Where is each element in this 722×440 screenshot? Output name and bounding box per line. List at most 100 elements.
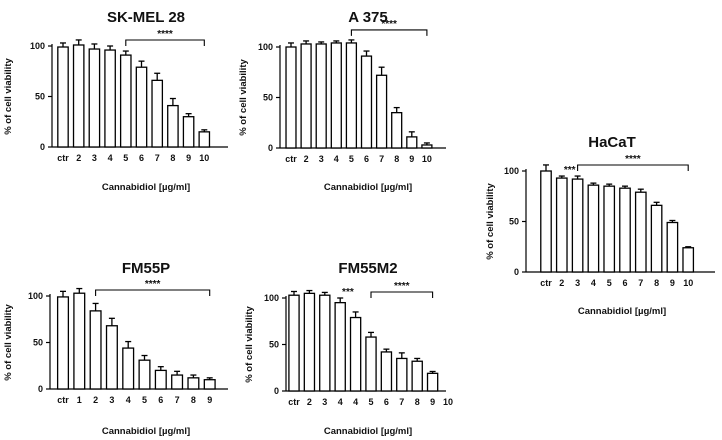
x-tick-label: ctr: [288, 397, 300, 407]
significance-label: ****: [157, 29, 173, 40]
x-tick-label: 8: [191, 395, 196, 405]
y-axis-label: % of cell viability: [244, 306, 255, 383]
bar: [171, 374, 184, 390]
x-axis-label: Cannabidiol [µg/ml]: [324, 426, 412, 437]
bar: [167, 104, 179, 148]
x-tick-label: 8: [170, 153, 175, 163]
x-tick-label: 5: [142, 395, 147, 405]
x-tick-label: 5: [607, 278, 612, 288]
x-tick-label: 2: [93, 395, 98, 405]
y-tick-label: 50: [35, 92, 45, 102]
x-axis-label: Cannabidiol [µg/ml]: [102, 182, 190, 193]
y-tick-label: 100: [28, 291, 43, 301]
x-tick-label: 2: [559, 278, 564, 288]
x-tick-label: 3: [319, 154, 324, 164]
significance-bracket: [95, 289, 211, 296]
x-axis-label: Cannabidiol [µg/ml]: [324, 182, 412, 193]
x-tick-label: 4: [591, 278, 596, 288]
y-tick-label: 0: [40, 142, 45, 152]
y-axis-label: % of cell viability: [3, 58, 14, 135]
bar: [330, 42, 342, 149]
bar: [634, 191, 647, 273]
bar: [391, 112, 403, 149]
y-tick-label: 0: [268, 143, 273, 153]
significance-bracket: [350, 29, 428, 36]
chart-title: HaCaT: [588, 134, 636, 151]
bar: [650, 204, 663, 273]
x-tick-label: 6: [158, 395, 163, 405]
x-tick-label: 7: [379, 154, 384, 164]
y-tick-label: 50: [269, 340, 279, 350]
bar: [411, 360, 423, 392]
bar: [365, 336, 377, 392]
y-tick-label: 100: [258, 42, 273, 52]
bar: [334, 301, 346, 392]
bar: [288, 294, 300, 392]
x-tick-label: 4: [353, 397, 358, 407]
y-tick-label: 100: [504, 166, 519, 176]
bar: [104, 49, 116, 148]
bar: [198, 131, 211, 148]
bar: [571, 178, 584, 273]
bar: [57, 46, 69, 148]
bar: [303, 292, 316, 392]
bar: [619, 187, 631, 273]
significance-bracket: [577, 164, 689, 171]
bar: [319, 294, 331, 392]
x-tick-label: 4: [334, 154, 339, 164]
significance-label: ****: [394, 281, 410, 292]
x-axis-label: Cannabidiol [µg/ml]: [102, 426, 190, 437]
x-tick-label: 3: [575, 278, 580, 288]
x-tick-label: 8: [654, 278, 659, 288]
x-tick-label: 3: [322, 397, 327, 407]
x-tick-label: 6: [622, 278, 627, 288]
y-tick-label: 100: [264, 293, 279, 303]
bar: [396, 357, 408, 392]
x-tick-label: 3: [92, 153, 97, 163]
bar: [682, 247, 695, 273]
x-tick-label: 6: [384, 397, 389, 407]
y-tick-label: 0: [274, 386, 279, 396]
chart-panel-2: A 375 % of cell viability 0 50 100 ctr 2 3 4 5 6 7 8…: [238, 9, 446, 193]
y-tick-label: 50: [263, 93, 273, 103]
y-tick-label: 50: [33, 338, 43, 348]
x-tick-label: 3: [109, 395, 114, 405]
bar: [122, 347, 135, 390]
y-tick-label: 0: [514, 267, 519, 277]
x-tick-label: 5: [349, 154, 354, 164]
y-tick-label: 50: [509, 217, 519, 227]
bar: [88, 48, 101, 148]
x-tick-label: 4: [338, 397, 343, 407]
y-axis-label: % of cell viability: [238, 59, 249, 136]
bar: [375, 74, 388, 149]
bar: [105, 325, 118, 390]
significance-label: ****: [625, 154, 641, 165]
bar: [89, 310, 102, 390]
x-tick-label: 10: [443, 397, 453, 407]
x-tick-label: 2: [76, 153, 81, 163]
y-axis-label: % of cell viability: [3, 304, 14, 381]
x-tick-label: 9: [207, 395, 212, 405]
bar: [182, 116, 195, 148]
x-tick-label: 2: [307, 397, 312, 407]
bar: [540, 170, 552, 273]
chart-title: FM55M2: [338, 260, 397, 277]
x-tick-label: 4: [126, 395, 131, 405]
bar: [603, 185, 616, 273]
bar: [187, 377, 200, 390]
chart-panel-1: SK-MEL 28 % of cell viability 0 50 100 ctr 2 3 4…: [3, 9, 228, 193]
y-tick-label: 100: [30, 41, 45, 51]
bar: [154, 369, 167, 390]
bar: [421, 144, 433, 149]
x-tick-label: 2: [304, 154, 309, 164]
bar: [555, 177, 568, 273]
x-tick-label: ctr: [57, 153, 69, 163]
significance-bracket: [125, 39, 205, 46]
chart-panel-3: HaCaT % of cell viability 0 50 100 ctr 2 3 4 5 6 7 8…: [485, 134, 715, 317]
x-tick-label: 5: [368, 397, 373, 407]
x-tick-label: 6: [139, 153, 144, 163]
bar: [349, 316, 362, 392]
x-tick-label: 10: [683, 278, 693, 288]
